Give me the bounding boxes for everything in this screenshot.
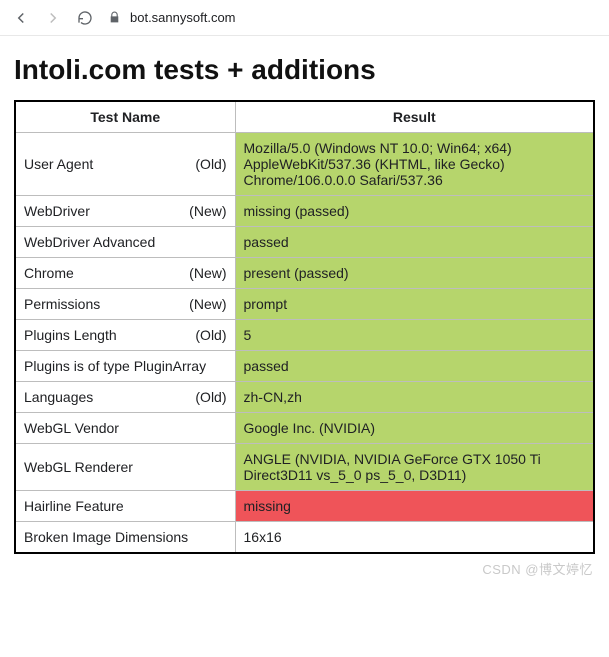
- test-name: WebGL Vendor: [24, 420, 119, 436]
- test-result-cell: ANGLE (NVIDIA, NVIDIA GeForce GTX 1050 T…: [235, 444, 594, 491]
- test-name-cell: WebGL Renderer: [15, 444, 235, 491]
- header-test-name: Test Name: [15, 101, 235, 133]
- test-name-cell: Languages (Old): [15, 382, 235, 413]
- forward-icon[interactable]: [44, 9, 62, 27]
- test-name-cell: User Agent (Old): [15, 133, 235, 196]
- watermark-text: CSDN @博文婷忆: [482, 559, 593, 578]
- test-tag: (Old): [195, 327, 226, 343]
- test-name: WebDriver: [24, 203, 90, 219]
- table-row: User Agent (Old) Mozilla/5.0 (Windows NT 1…: [15, 133, 594, 196]
- test-name-cell: Plugins is of type PluginArray: [15, 351, 235, 382]
- table-row: WebGL Renderer ANGLE (NVIDIA, NVIDIA GeFo…: [15, 444, 594, 491]
- test-tag: (New): [189, 296, 226, 312]
- test-tag: (New): [189, 265, 226, 281]
- table-header-row: Test Name Result: [15, 101, 594, 133]
- test-name-cell: Permissions (New): [15, 289, 235, 320]
- table-row: Languages (Old) zh-CN,zh: [15, 382, 594, 413]
- table-row: Permissions (New) prompt: [15, 289, 594, 320]
- table-row: WebGL Vendor Google Inc. (NVIDIA): [15, 413, 594, 444]
- test-result-cell: zh-CN,zh: [235, 382, 594, 413]
- test-name: Hairline Feature: [24, 498, 124, 514]
- test-name-cell: WebDriver Advanced: [15, 227, 235, 258]
- test-name-cell: WebDriver (New): [15, 196, 235, 227]
- header-result: Result: [235, 101, 594, 133]
- reload-icon[interactable]: [76, 9, 94, 27]
- test-name-cell: Hairline Feature: [15, 491, 235, 522]
- test-result-cell: 5: [235, 320, 594, 351]
- test-name-cell: Chrome (New): [15, 258, 235, 289]
- test-name: Chrome: [24, 265, 74, 281]
- test-name: Permissions: [24, 296, 100, 312]
- browser-toolbar: bot.sannysoft.com: [0, 0, 609, 36]
- test-result-cell: Mozilla/5.0 (Windows NT 10.0; Win64; x64…: [235, 133, 594, 196]
- test-name: Broken Image Dimensions: [24, 529, 188, 545]
- test-name: Plugins Length: [24, 327, 117, 343]
- test-name-cell: WebGL Vendor: [15, 413, 235, 444]
- address-bar[interactable]: bot.sannysoft.com: [108, 10, 236, 25]
- test-name: Plugins is of type PluginArray: [24, 358, 206, 374]
- test-result-cell: present (passed): [235, 258, 594, 289]
- test-result-cell: Google Inc. (NVIDIA): [235, 413, 594, 444]
- test-result-cell: 16x16: [235, 522, 594, 554]
- test-name-cell: Broken Image Dimensions: [15, 522, 235, 554]
- test-result-cell: passed: [235, 351, 594, 382]
- table-row: Plugins Length (Old) 5: [15, 320, 594, 351]
- table-row: Plugins is of type PluginArray passed: [15, 351, 594, 382]
- test-result-cell: missing: [235, 491, 594, 522]
- test-result-cell: missing (passed): [235, 196, 594, 227]
- test-name: User Agent: [24, 156, 93, 172]
- table-row: WebDriver Advanced passed: [15, 227, 594, 258]
- test-tag: (Old): [195, 389, 226, 405]
- table-row: Broken Image Dimensions 16x16: [15, 522, 594, 554]
- test-name: Languages: [24, 389, 93, 405]
- table-row: Chrome (New) present (passed): [15, 258, 594, 289]
- page-title: Intoli.com tests + additions: [14, 54, 595, 86]
- test-name: WebGL Renderer: [24, 459, 133, 475]
- test-tag: (Old): [195, 156, 226, 172]
- tests-table: Test Name Result User Agent (Old) Mozilla/…: [14, 100, 595, 554]
- test-tag: (New): [189, 203, 226, 219]
- table-row: Hairline Feature missing: [15, 491, 594, 522]
- test-name: WebDriver Advanced: [24, 234, 155, 250]
- back-icon[interactable]: [12, 9, 30, 27]
- url-text: bot.sannysoft.com: [130, 10, 236, 25]
- test-result-cell: prompt: [235, 289, 594, 320]
- test-result-cell: passed: [235, 227, 594, 258]
- lock-icon: [108, 11, 122, 25]
- page-content: Intoli.com tests + additions Test Name R…: [0, 36, 609, 584]
- table-row: WebDriver (New) missing (passed): [15, 196, 594, 227]
- test-name-cell: Plugins Length (Old): [15, 320, 235, 351]
